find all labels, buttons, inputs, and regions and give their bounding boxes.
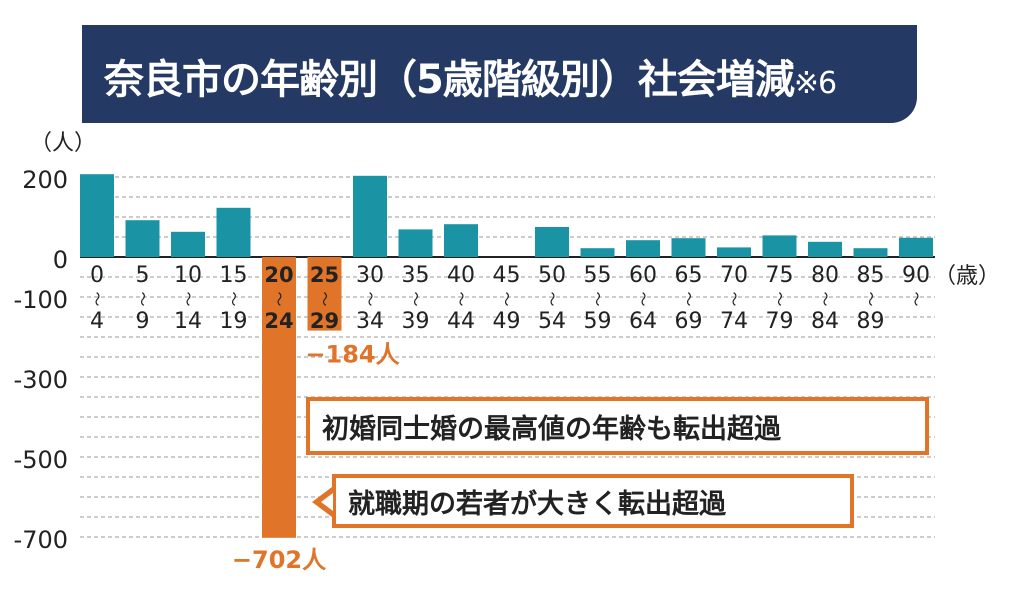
x-tick-tilde: ～: [179, 291, 197, 306]
bar-70～74: [717, 247, 751, 257]
x-tick-tilde: ～: [270, 291, 288, 306]
x-tick-label-start: 10: [174, 263, 202, 288]
bar-75～79: [762, 235, 797, 257]
x-tick-label-start: 65: [675, 263, 703, 288]
chart-title: 奈良市の年齢別（5歳階級別）社会増減※6: [104, 47, 837, 105]
x-tick-label-start: 70: [720, 263, 748, 288]
x-tick-tilde: ～: [543, 291, 561, 306]
x-tick-tilde: ～: [88, 291, 106, 306]
y-tick-label: -100: [14, 286, 68, 314]
y-tick-label: -700: [14, 526, 68, 554]
data-label-25-29: −184人: [305, 341, 399, 369]
x-tick-label-start: 30: [356, 263, 384, 288]
x-tick-tilde: ～: [589, 291, 607, 306]
x-tick-label-start: 40: [447, 263, 475, 288]
x-tick-label-end: 19: [220, 309, 248, 334]
x-tick-tilde: ～: [134, 291, 152, 306]
x-tick-tilde: ～: [907, 291, 925, 306]
bar-85～89: [853, 248, 888, 257]
x-tick-label-start: 25: [310, 263, 339, 287]
bar-15～19: [216, 207, 251, 257]
bar-35～39: [398, 229, 433, 257]
x-tick-label-end: 24: [264, 309, 293, 333]
x-tick-tilde: ～: [316, 291, 334, 306]
bar-50～54: [535, 227, 569, 257]
bar-55～59: [580, 248, 615, 257]
x-tick-tilde: ～: [680, 291, 698, 306]
y-tick-label: 0: [53, 246, 68, 274]
x-tick-label-end: 49: [493, 309, 521, 334]
x-tick-tilde: ～: [498, 291, 516, 306]
annotation-first-marriage: 初婚同士婚の最高値の年齢も転出超過: [306, 397, 929, 455]
x-tick-label-end: 29: [310, 309, 339, 333]
bar-20～24: [262, 257, 296, 538]
x-tick-label-start: 55: [584, 263, 612, 288]
x-tick-label-start: 80: [811, 263, 839, 288]
x-tick-tilde: ～: [452, 291, 470, 306]
x-tick-label-end: 59: [584, 309, 612, 334]
x-tick-label-start: 45: [493, 263, 521, 288]
x-tick-label-start: 90: [902, 263, 930, 288]
y-tick-label: -500: [14, 446, 68, 474]
x-tick-label-end: 89: [857, 309, 885, 334]
x-tick-label-start: 50: [538, 263, 566, 288]
annotation-job-hunting-text: 就職期の若者が大きく転出超過: [348, 488, 726, 520]
y-axis-unit: （人）: [30, 131, 96, 156]
bar-10～14: [171, 231, 205, 257]
bar-90～: [899, 237, 933, 257]
annotation-first-marriage-text: 初婚同士婚の最高値の年齢も転出超過: [322, 413, 781, 445]
x-tick-tilde: ～: [361, 291, 379, 306]
x-tick-label-end: 69: [675, 309, 703, 334]
x-tick-label-end: 74: [720, 309, 748, 334]
x-tick-label-start: 15: [220, 263, 248, 288]
x-tick-tilde: ～: [225, 291, 243, 306]
x-tick-label-end: 44: [447, 309, 475, 334]
bar-0～4: [80, 174, 114, 257]
bar-80～84: [808, 241, 842, 257]
x-tick-tilde: ～: [816, 291, 834, 306]
x-tick-tilde: ～: [862, 291, 880, 306]
x-tick-label-start: 35: [402, 263, 430, 288]
x-tick-label-start: 5: [136, 263, 150, 288]
x-tick-label-start: 85: [857, 263, 885, 288]
x-tick-label-start: 60: [629, 263, 657, 288]
data-label-20-24: −702人: [232, 546, 326, 574]
x-tick-label-end: 54: [538, 309, 566, 334]
x-tick-tilde: ～: [634, 291, 652, 306]
x-tick-label-start: 0: [90, 263, 104, 288]
bar-5～9: [125, 220, 160, 257]
x-tick-label-start: 75: [766, 263, 794, 288]
x-tick-label-end: 39: [402, 309, 430, 334]
x-tick-tilde: ～: [407, 291, 425, 306]
title-banner: 奈良市の年齢別（5歳階級別）社会増減※6: [82, 25, 917, 123]
x-tick-tilde: ～: [771, 291, 789, 306]
y-tick-label: 200: [22, 166, 68, 194]
x-tick-label-end: 9: [136, 309, 150, 334]
x-tick-label-end: 79: [766, 309, 794, 334]
annotation-job-hunting: 就職期の若者が大きく転出超過: [312, 474, 854, 528]
x-tick-label-start: 20: [264, 263, 293, 287]
title-note: ※6: [793, 66, 837, 101]
bar-65～69: [671, 238, 706, 257]
x-tick-label-end: 64: [629, 309, 657, 334]
x-tick-label-end: 14: [174, 309, 202, 334]
x-tick-label-end: 34: [356, 309, 384, 334]
bar-40～44: [444, 224, 478, 257]
x-tick-label-end: 84: [811, 309, 839, 334]
y-tick-label: -300: [14, 366, 68, 394]
x-axis-unit: （歳）: [934, 264, 1000, 289]
bar-25～29: [307, 257, 342, 331]
x-tick-label-end: 4: [90, 309, 104, 334]
bar-60～64: [626, 240, 660, 257]
x-tick-tilde: ～: [725, 291, 743, 306]
title-text: 奈良市の年齢別（5歳階級別）社会増減: [104, 57, 795, 103]
bar-30～34: [353, 175, 387, 257]
